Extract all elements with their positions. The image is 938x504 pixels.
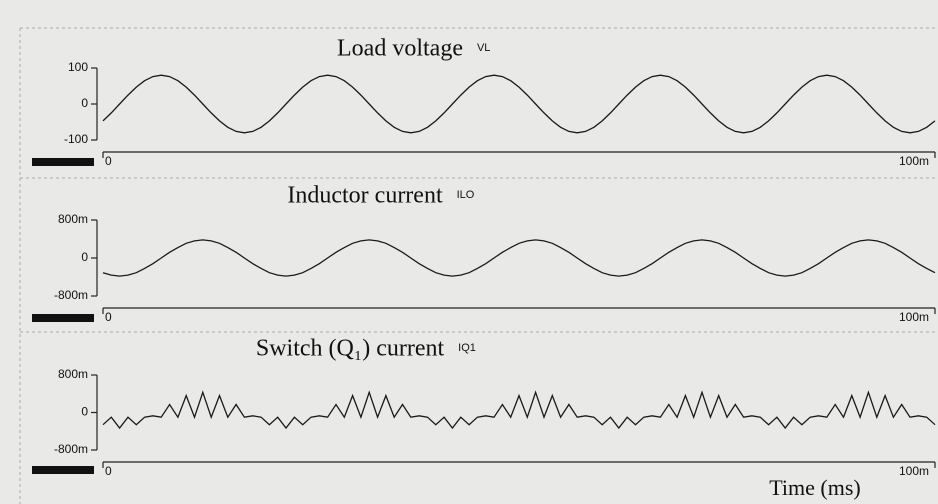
marker-bar <box>32 158 94 166</box>
panel-title: Load voltage <box>337 36 463 62</box>
x-axis-label: Time (ms) <box>769 475 860 500</box>
trace <box>102 74 936 134</box>
x-tick-label: 0 <box>105 154 112 168</box>
marker-bar <box>32 314 94 322</box>
panel-title: Inductor current <box>287 183 443 209</box>
trace <box>102 239 936 277</box>
y-tick-label: 800m <box>58 212 88 226</box>
marker-bar <box>32 466 94 474</box>
y-tick-label: 0 <box>81 250 88 264</box>
y-tick-label: 0 <box>81 405 88 419</box>
x-tick-label: 0 <box>105 464 112 478</box>
trace-label: IQ1 <box>458 342 476 354</box>
y-tick-label: 0 <box>81 96 88 110</box>
x-tick-label: 100m <box>899 464 929 478</box>
y-tick-label: -800m <box>54 442 88 456</box>
x-tick-label: 100m <box>899 154 929 168</box>
trace-label: ILO <box>457 189 475 201</box>
panel-title: Switch (Q₁) current <box>256 336 445 362</box>
trace-label: VL <box>477 42 490 54</box>
x-tick-label: 0 <box>105 310 112 324</box>
trace <box>102 390 936 430</box>
y-tick-label: -100 <box>64 132 88 146</box>
x-tick-label: 100m <box>899 310 929 324</box>
y-tick-label: -800m <box>54 288 88 302</box>
y-tick-label: 800m <box>58 367 88 381</box>
y-tick-label: 100 <box>68 60 88 74</box>
